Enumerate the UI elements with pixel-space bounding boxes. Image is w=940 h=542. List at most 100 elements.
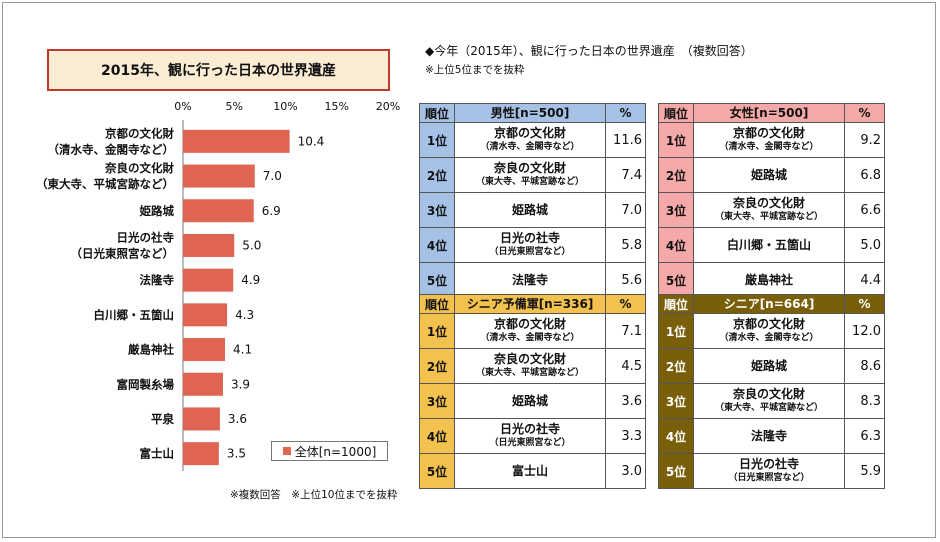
rank-cell: 2位 <box>658 157 694 193</box>
site-name: 白川郷・五箇山 <box>726 238 811 252</box>
table-row: 1位 京都の文化財 （清水寺、金閣寺など） 11.6 <box>419 122 646 158</box>
site-name-cell: 日光の社寺 （日光東照宮など） <box>454 418 606 454</box>
data-label: 3.6 <box>228 412 247 426</box>
site-name-sub: （日光東照宮など） <box>489 438 571 448</box>
rank-cell: 3位 <box>419 383 455 419</box>
site-name: 日光の社寺 <box>738 457 799 471</box>
rank-column-header: 順位 <box>658 103 694 123</box>
table-row: 2位 奈良の文化財 （東大寺、平城宮跡など） 4.5 <box>419 348 646 384</box>
bar <box>183 129 290 153</box>
category-label: 姫路城 <box>140 204 175 218</box>
bar <box>183 338 226 362</box>
table-row: 5位 法隆寺 5.6 <box>419 262 646 298</box>
rank-cell: 1位 <box>419 313 455 349</box>
rank-cell: 3位 <box>658 383 694 419</box>
site-name-cell: 富士山 <box>454 453 606 489</box>
ranking-subnote: ※上位5位までを抜粋 <box>425 64 525 76</box>
percent-cell: 6.3 <box>844 418 885 454</box>
category-label: 法隆寺 <box>140 273 175 287</box>
data-label: 6.9 <box>262 204 281 218</box>
rank-cell: 1位 <box>658 313 694 349</box>
percent-cell: 4.5 <box>605 348 646 384</box>
legend-swatch <box>282 447 291 455</box>
chart-title-text: 2015年、観に行った日本の世界遺産 <box>101 63 336 79</box>
percent-cell: 5.0 <box>844 227 885 263</box>
percent-cell: 8.6 <box>844 348 885 384</box>
table-row: 2位 姫路城 8.6 <box>658 348 885 384</box>
rank-cell: 5位 <box>419 262 455 298</box>
ranking-table: 順位 シニア予備軍[n=336]% 1位 京都の文化財 （清水寺、金閣寺など） 7.1 2位… <box>419 294 646 489</box>
bar <box>183 372 223 396</box>
site-name: 姫路城 <box>750 359 787 373</box>
site-name-cell: 奈良の文化財 （東大寺、平城宮跡など） <box>693 383 845 419</box>
site-name-cell: 姫路城 <box>454 383 606 419</box>
bar <box>183 442 219 466</box>
category-label: 富士山 <box>140 447 175 461</box>
site-name: 奈良の文化財 <box>732 387 805 401</box>
table-title: シニア予備軍[n=336] <box>454 294 606 314</box>
site-name-cell: 奈良の文化財 （東大寺、平城宮跡など） <box>454 348 606 384</box>
table-row: 3位 奈良の文化財 （東大寺、平城宮跡など） 6.6 <box>658 192 885 228</box>
rank-cell: 5位 <box>658 453 694 489</box>
table-row: 3位 姫路城 3.6 <box>419 383 646 419</box>
site-name-cell: 京都の文化財 （清水寺、金閣寺など） <box>454 313 606 349</box>
percent-cell: 4.4 <box>844 262 885 298</box>
percent-cell: 11.6 <box>605 122 646 158</box>
table-row: 4位 日光の社寺 （日光東照宮など） 5.8 <box>419 227 646 263</box>
rank-column-header: 順位 <box>658 294 694 314</box>
site-name-cell: 日光の社寺 （日光東照宮など） <box>693 453 845 489</box>
percent-cell: 7.1 <box>605 313 646 349</box>
rank-column-header: 順位 <box>419 294 455 314</box>
site-name-sub: （清水寺、金閣寺など） <box>480 142 580 152</box>
rank-cell: 1位 <box>658 122 694 158</box>
site-name: 姫路城 <box>511 394 548 408</box>
category-label: 日光の社寺 <box>117 230 175 244</box>
table-title: シニア[n=664] <box>693 294 845 314</box>
category-label: 厳島神社 <box>128 343 174 357</box>
percent-column-header: % <box>605 103 646 123</box>
site-name: 京都の文化財 <box>732 126 805 140</box>
category-label-sub: （東大寺、平城宮跡など） <box>36 177 174 191</box>
rank-cell: 2位 <box>419 157 455 193</box>
data-label: 5.0 <box>242 238 261 252</box>
site-name-cell: 京都の文化財 （清水寺、金閣寺など） <box>454 122 606 158</box>
data-label: 3.5 <box>227 447 246 461</box>
site-name-cell: 奈良の文化財 （東大寺、平城宮跡など） <box>454 157 606 193</box>
site-name: 厳島神社 <box>744 273 793 287</box>
table-title: 女性[n=500] <box>693 103 845 123</box>
data-label: 4.1 <box>233 343 252 357</box>
data-label: 4.3 <box>235 308 254 322</box>
site-name-sub: （清水寺、金閣寺など） <box>719 142 819 152</box>
bar <box>183 407 220 431</box>
table-row: 5位 富士山 3.0 <box>419 453 646 489</box>
ranking-table: 順位 シニア[n=664]% 1位 京都の文化財 （清水寺、金閣寺など） 12.0 2位 姫路… <box>658 294 885 489</box>
site-name-cell: 奈良の文化財 （東大寺、平城宮跡など） <box>693 192 845 228</box>
rank-cell: 4位 <box>658 227 694 263</box>
table-row: 5位 日光の社寺 （日光東照宮など） 5.9 <box>658 453 885 489</box>
percent-cell: 9.2 <box>844 122 885 158</box>
category-label: 白川郷・五箇山 <box>94 308 175 322</box>
site-name: 京都の文化財 <box>493 317 566 331</box>
percent-cell: 5.6 <box>605 262 646 298</box>
site-name: 姫路城 <box>750 168 787 182</box>
site-name: 姫路城 <box>511 203 548 217</box>
category-label: 奈良の文化財 <box>104 161 174 175</box>
data-label: 3.9 <box>231 377 250 391</box>
bar <box>183 164 255 188</box>
table-row: 1位 京都の文化財 （清水寺、金閣寺など） 12.0 <box>658 313 885 349</box>
rank-cell: 1位 <box>419 122 455 158</box>
site-name: 日光の社寺 <box>499 231 560 245</box>
site-name: 奈良の文化財 <box>732 196 805 210</box>
rank-cell: 3位 <box>658 192 694 228</box>
bar <box>183 303 228 327</box>
rank-cell: 5位 <box>419 453 455 489</box>
percent-cell: 7.0 <box>605 192 646 228</box>
site-name: 法隆寺 <box>511 273 548 287</box>
site-name-cell: 姫路城 <box>693 157 845 193</box>
data-label: 7.0 <box>263 169 282 183</box>
table-row: 3位 奈良の文化財 （東大寺、平城宮跡など） 8.3 <box>658 383 885 419</box>
rank-cell: 4位 <box>419 227 455 263</box>
percent-cell: 5.9 <box>844 453 885 489</box>
percent-cell: 3.3 <box>605 418 646 454</box>
